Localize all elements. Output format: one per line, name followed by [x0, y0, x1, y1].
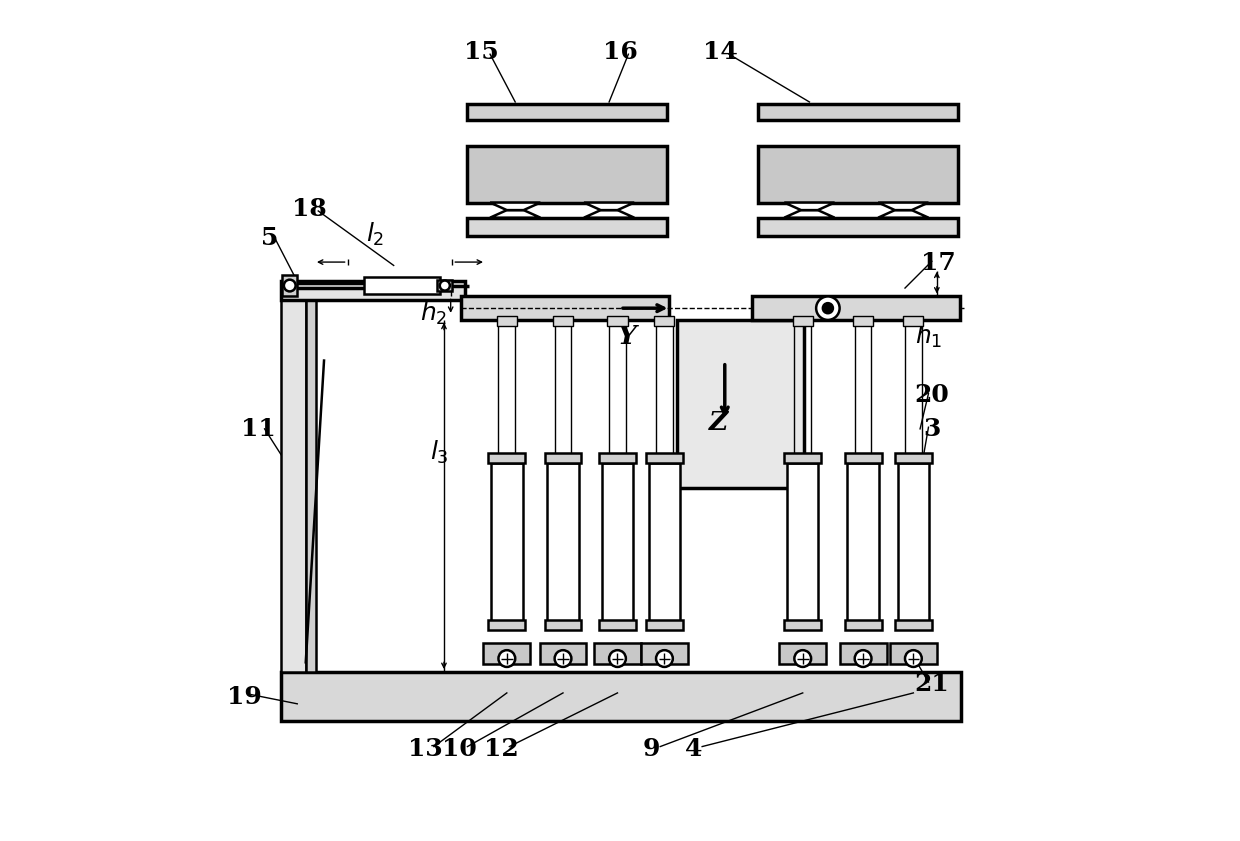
Bar [484, 643, 531, 664]
Bar [280, 293, 306, 672]
Polygon shape [878, 210, 929, 218]
Text: 20: 20 [914, 383, 949, 407]
Bar [553, 315, 573, 325]
Bar [895, 620, 931, 630]
Bar [895, 452, 931, 463]
Bar [844, 452, 882, 463]
Bar [544, 452, 582, 463]
Bar [280, 672, 961, 721]
Text: $h_2$: $h_2$ [420, 299, 448, 327]
Bar [646, 620, 683, 630]
Bar [547, 463, 579, 626]
Text: 5: 5 [260, 225, 278, 250]
Text: 19: 19 [227, 685, 262, 709]
Text: 13: 13 [408, 737, 443, 761]
Bar [646, 452, 683, 463]
Bar [649, 463, 680, 626]
Bar [539, 643, 587, 664]
Circle shape [609, 650, 626, 667]
Text: $h_1$: $h_1$ [915, 323, 942, 351]
Text: 14: 14 [703, 40, 738, 64]
Bar [467, 145, 667, 203]
Text: $l_3$: $l_3$ [430, 439, 449, 466]
Bar [280, 282, 465, 299]
Circle shape [554, 650, 572, 667]
Bar [844, 620, 882, 630]
Bar [759, 218, 957, 236]
Bar [283, 275, 298, 296]
Bar [903, 315, 924, 325]
Bar [898, 463, 929, 626]
Bar [306, 293, 316, 672]
Bar [655, 315, 675, 325]
Polygon shape [490, 203, 541, 210]
Text: 9: 9 [644, 737, 661, 761]
Bar [438, 280, 453, 292]
Bar [759, 103, 957, 120]
Bar [461, 296, 668, 320]
Bar [599, 452, 636, 463]
Text: 10: 10 [441, 737, 476, 761]
Bar [847, 463, 879, 626]
Circle shape [284, 280, 295, 292]
Bar [839, 643, 887, 664]
Text: 12: 12 [484, 737, 518, 761]
Bar [784, 620, 821, 630]
Text: 15: 15 [464, 40, 498, 64]
Bar [489, 620, 526, 630]
Polygon shape [878, 203, 929, 210]
Bar [677, 320, 805, 488]
Circle shape [823, 303, 833, 313]
Polygon shape [584, 210, 634, 218]
Text: 17: 17 [921, 251, 956, 275]
Text: 3: 3 [923, 417, 940, 441]
Circle shape [440, 281, 450, 291]
Polygon shape [490, 210, 541, 218]
Bar [890, 643, 937, 664]
Bar [779, 643, 826, 664]
Bar [608, 315, 627, 325]
Circle shape [816, 296, 839, 320]
Bar [467, 103, 667, 120]
Bar [497, 315, 517, 325]
Bar [601, 463, 634, 626]
Text: 4: 4 [684, 737, 702, 761]
Text: 18: 18 [293, 198, 327, 221]
Bar [489, 452, 526, 463]
Bar [544, 620, 582, 630]
Bar [491, 463, 522, 626]
Text: 21: 21 [914, 672, 949, 696]
Bar [467, 218, 667, 236]
Bar [784, 452, 821, 463]
Circle shape [795, 650, 811, 667]
Bar [365, 278, 440, 294]
Bar [792, 315, 812, 325]
Circle shape [854, 650, 872, 667]
Circle shape [498, 650, 516, 667]
Polygon shape [784, 210, 835, 218]
Circle shape [905, 650, 921, 667]
Polygon shape [784, 203, 835, 210]
Bar [753, 296, 960, 320]
Circle shape [656, 650, 673, 667]
Polygon shape [584, 203, 634, 210]
Bar [594, 643, 641, 664]
Text: $l_2$: $l_2$ [366, 221, 384, 248]
Bar [787, 463, 818, 626]
Bar [853, 315, 873, 325]
Text: 11: 11 [241, 417, 275, 441]
Bar [641, 643, 688, 664]
Bar [599, 620, 636, 630]
Text: Y: Y [618, 324, 636, 349]
Bar [759, 145, 957, 203]
Text: Z: Z [709, 410, 729, 435]
Text: 16: 16 [603, 40, 637, 64]
